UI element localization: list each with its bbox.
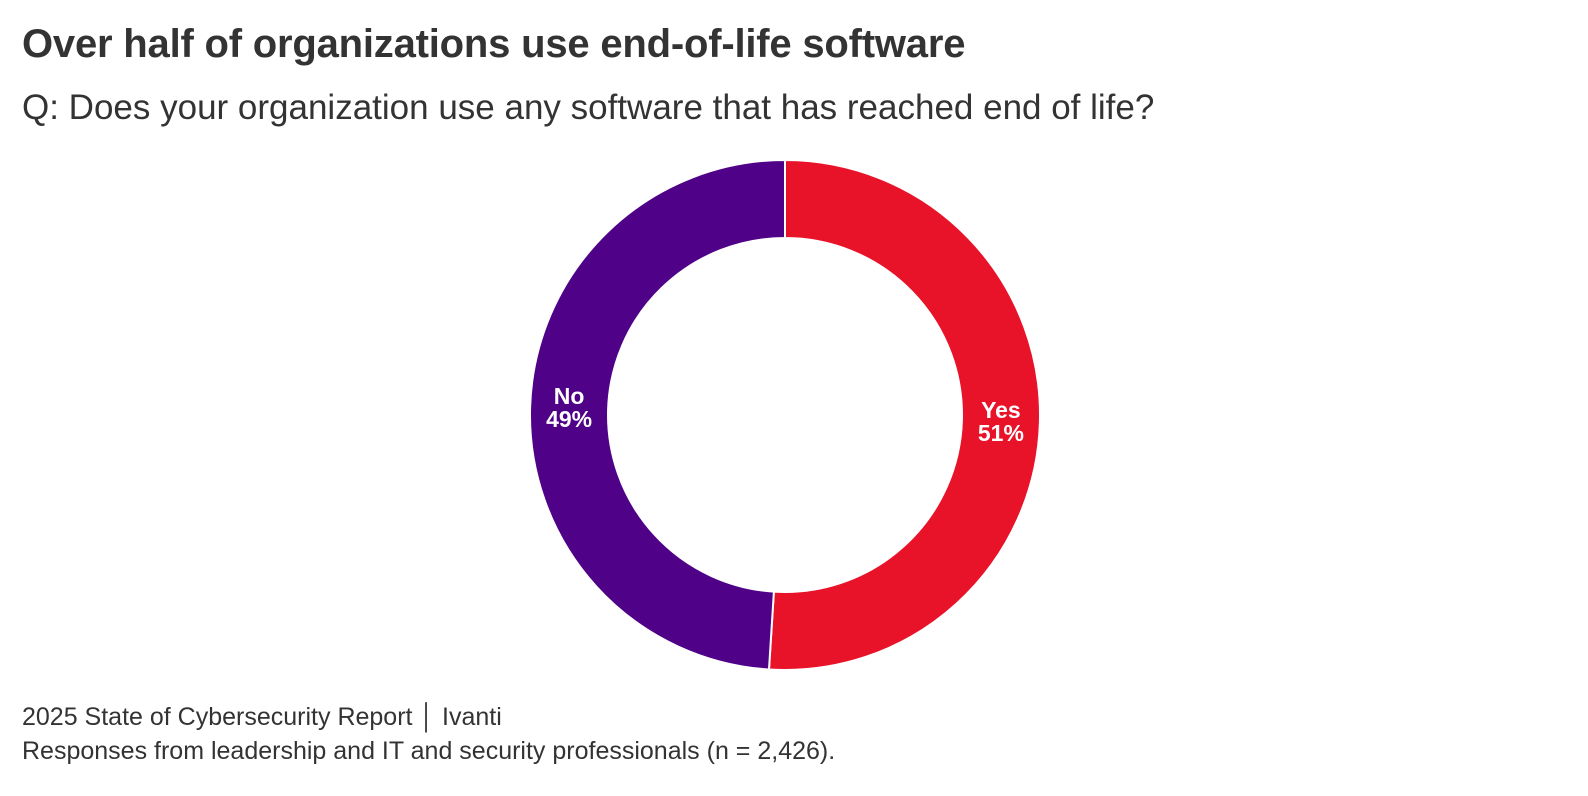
slice-category-yes: Yes (981, 397, 1021, 423)
slice-value-no: 49% (546, 406, 592, 432)
slice-value-yes: 51% (978, 420, 1024, 446)
chart-footer: 2025 State of Cybersecurity Report │ Iva… (22, 700, 835, 768)
slice-no (529, 158, 786, 671)
chart-title: Over half of organizations use end-of-li… (22, 22, 966, 66)
slice-label-yes: Yes 51% (978, 397, 1024, 446)
donut-chart: Yes 51% No 49% (529, 158, 1041, 671)
source-note: 2025 State of Cybersecurity Report │ Iva… (22, 703, 502, 731)
donut-slices (529, 158, 1041, 671)
slice-category-no: No (554, 383, 585, 409)
donut-labels: Yes 51% No 49% (546, 383, 1024, 446)
slice-yes (767, 158, 1041, 671)
slice-label-no: No 49% (546, 383, 592, 432)
chart-subtitle: Q: Does your organization use any softwa… (22, 88, 1155, 127)
sample-note: Responses from leadership and IT and sec… (22, 737, 836, 765)
